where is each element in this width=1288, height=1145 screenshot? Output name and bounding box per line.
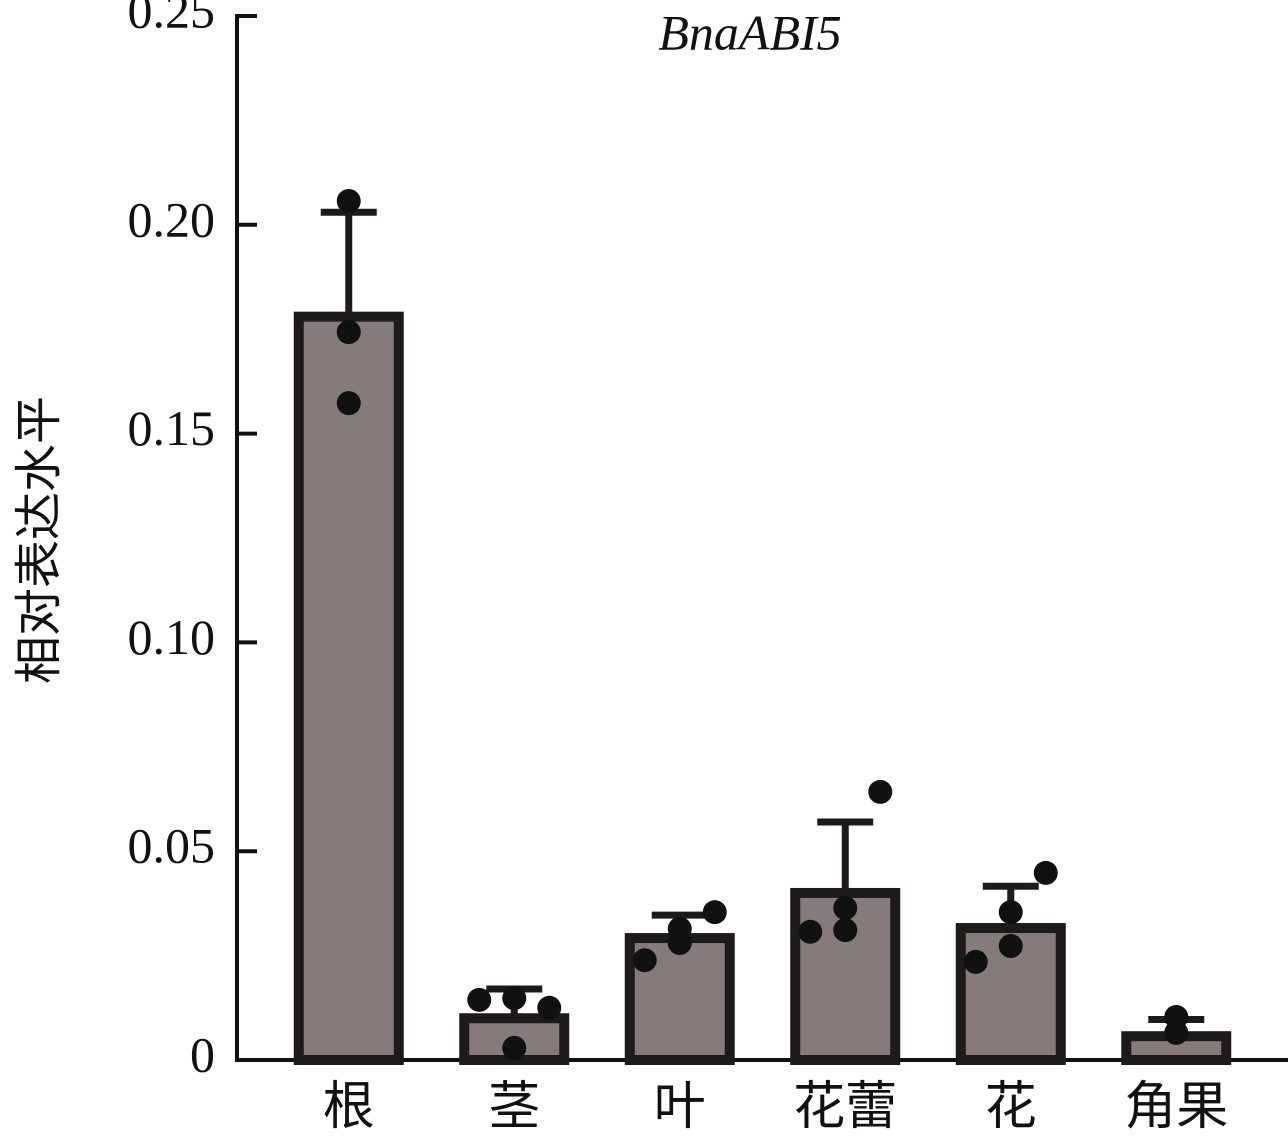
- y-tick-label: 0.20: [128, 191, 216, 247]
- data-point: [833, 918, 858, 943]
- y-axis-label: 相对表达水平: [11, 396, 67, 684]
- data-point: [632, 948, 657, 973]
- data-point: [467, 987, 492, 1012]
- x-tick-label: 根: [323, 1077, 375, 1137]
- data-point: [998, 933, 1023, 958]
- data-point: [963, 949, 988, 974]
- data-point: [502, 986, 527, 1011]
- y-tick-label: 0.15: [128, 400, 216, 456]
- y-tick-label: 0: [190, 1026, 215, 1082]
- data-point: [798, 919, 823, 944]
- data-point: [336, 320, 361, 345]
- data-point: [702, 900, 727, 925]
- data-point: [537, 995, 562, 1020]
- y-tick-label: 0.05: [128, 818, 216, 874]
- x-tick-label: 花: [985, 1077, 1037, 1137]
- x-tick-label: 花蕾: [793, 1077, 897, 1137]
- bar: [624, 933, 735, 1065]
- data-point: [833, 895, 858, 920]
- bar: [293, 311, 404, 1065]
- data-point: [667, 931, 692, 956]
- data-point: [1033, 860, 1058, 885]
- data-point: [336, 391, 361, 416]
- data-point: [502, 1035, 527, 1060]
- data-point: [868, 779, 893, 804]
- x-tick-label: 角果: [1124, 1077, 1228, 1137]
- x-tick-label: 茎: [488, 1077, 540, 1137]
- y-tick-label: 0.25: [128, 0, 216, 38]
- chart-title: BnaABI5: [658, 4, 841, 60]
- x-tick-label: 叶: [654, 1077, 706, 1137]
- data-point: [998, 900, 1023, 925]
- data-point: [336, 188, 361, 213]
- data-point: [1164, 1020, 1189, 1045]
- y-tick-label: 0.10: [128, 609, 216, 665]
